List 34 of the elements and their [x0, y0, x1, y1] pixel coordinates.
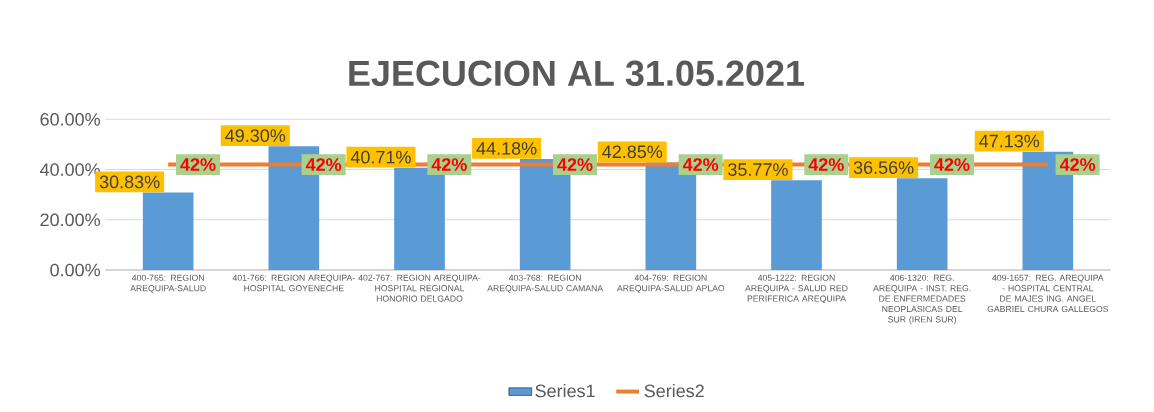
x-tick-label: 400-765: REGION AREQUIPA-SALUD [130, 274, 206, 293]
data-label: 42% [557, 158, 593, 171]
data-label: 47.13% [979, 134, 1040, 148]
data-label: 42% [1059, 158, 1096, 171]
data-label: 42% [682, 158, 719, 171]
x-tick-label: 406-1320: REG. AREQUIPA - INST. REG. DE ENFERMEDADES NEOPLASICAS DEL SUR (IREN SUR) [873, 274, 971, 325]
data-label: 42% [305, 158, 342, 171]
x-tick-label: 405-1222: REGION AREQUIPA - SALUD RED PERIFERICA AREQUIPA [745, 274, 848, 304]
data-label: 42% [808, 158, 844, 171]
bar [771, 180, 822, 270]
x-tick-label: 404-769: REGION AREQUIPA-SALUD APLAO [616, 274, 725, 293]
x-tick-label: 402-767: REGION AREQUIPA-HOSPITAL REGIONAL HONORIO DELGADO [358, 274, 481, 302]
x-tick-label: 409-1657: REG. AREQUIPA - HOSPITAL CENTRAL DE MAJES ING. ANGEL GABRIEL CHURA GALLEGOS [987, 274, 1109, 313]
x-tick-label: 401-766: REGION AREQUIPA-HOSPITAL GOYENECHE [232, 274, 355, 292]
data-label: 35.77% [728, 163, 788, 176]
data-label: 49.30% [225, 129, 286, 142]
bar [896, 178, 948, 270]
data-label: 42% [180, 158, 216, 171]
data-label: 42% [431, 158, 467, 171]
legend-label: Series1 [535, 384, 595, 398]
y-tick-label: 40.00% [40, 163, 100, 176]
y-tick-label: 0.00% [50, 263, 100, 277]
data-label: 36.56% [853, 161, 914, 174]
data-label: 44.18% [476, 142, 537, 155]
data-label: 42% [934, 158, 970, 171]
legend-label: Series2 [644, 384, 704, 398]
data-label: 30.83% [99, 175, 160, 189]
x-tick-label: 403-768: REGION AREQUIPA-SALUD CAMANA [487, 274, 604, 293]
data-label: 42.85% [602, 145, 663, 159]
data-label: 40.71% [350, 150, 411, 164]
chart-title: EJECUCION AL 31.05.2021 [349, 60, 805, 87]
bar [142, 192, 194, 270]
y-tick-label: 20.00% [40, 213, 100, 227]
y-tick-label: 60.00% [40, 112, 100, 126]
